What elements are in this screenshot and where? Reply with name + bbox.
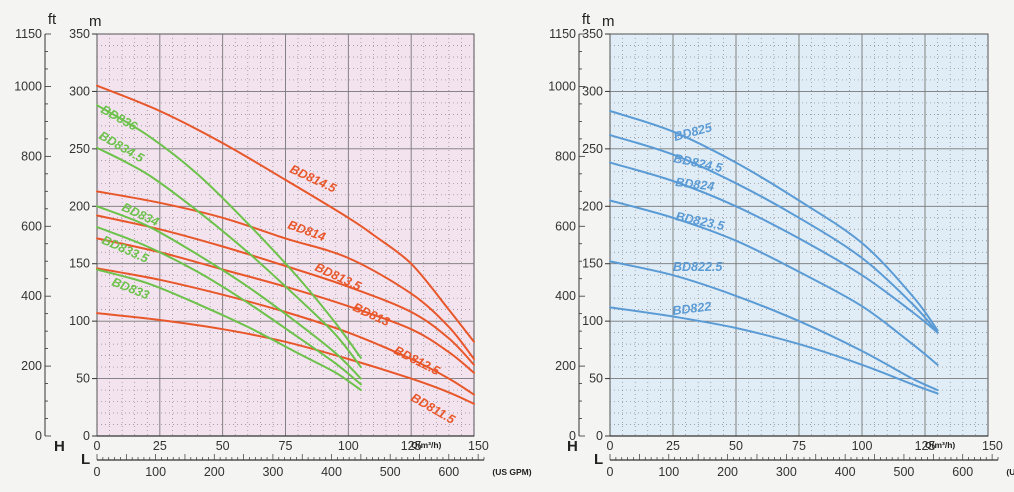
m-axis-tick-label: 200 bbox=[69, 199, 90, 213]
series-line-bd824 bbox=[609, 161, 939, 334]
gpm-axis-tick-label: 100 bbox=[145, 465, 166, 479]
m-axis-tick-label: 350 bbox=[582, 27, 603, 41]
q-axis-unit: Q(m³/h) bbox=[925, 440, 955, 450]
series-line-bd823-5 bbox=[609, 199, 939, 366]
m-axis-tick-label: 250 bbox=[69, 142, 90, 156]
series-line-bd814-5 bbox=[96, 84, 475, 343]
q-axis-tick-label: 25 bbox=[153, 439, 167, 453]
m-axis-tick-label: 50 bbox=[76, 372, 90, 386]
ft-axis-tick-label: 1000 bbox=[14, 79, 42, 93]
m-axis-unit: m bbox=[602, 13, 615, 30]
series-label-bd824: BD824 bbox=[675, 175, 715, 194]
series-line-bd822-5 bbox=[609, 260, 939, 392]
m-axis-tick-label: 0 bbox=[596, 429, 603, 443]
ft-axis-tick-label: 400 bbox=[21, 289, 42, 303]
gpm-axis-label: L bbox=[594, 451, 603, 468]
m-axis-tick-label: 150 bbox=[69, 257, 90, 271]
q-axis-label: H bbox=[567, 438, 578, 455]
m-axis-tick-label: 0 bbox=[83, 429, 90, 443]
m-axis-tick-label: 300 bbox=[582, 84, 603, 98]
q-axis-tick-label: 75 bbox=[792, 439, 806, 453]
ft-axis-tick-label: 1150 bbox=[15, 27, 42, 41]
ft-axis-tick-label: 200 bbox=[21, 359, 42, 373]
series-line-bd812-5 bbox=[96, 267, 475, 396]
series-line-bd834 bbox=[96, 205, 362, 380]
q-axis-tick-label: 0 bbox=[94, 439, 101, 453]
chart-panel-2: 050100150200250300350m020040060080010001… bbox=[548, 11, 1014, 479]
series-line-bd833 bbox=[96, 268, 362, 392]
m-axis-tick-label: 250 bbox=[582, 142, 603, 156]
q-axis-tick-label: 150 bbox=[982, 439, 1003, 453]
gpm-axis-tick-label: 0 bbox=[607, 465, 614, 479]
gpm-axis-tick-label: 0 bbox=[94, 465, 101, 479]
m-axis-tick-label: 100 bbox=[582, 314, 603, 328]
m-axis-tick-label: 100 bbox=[69, 314, 90, 328]
ft-axis-tick-label: 1000 bbox=[548, 79, 576, 93]
ft-axis-tick-label: 1150 bbox=[549, 27, 576, 41]
q-axis-tick-label: 50 bbox=[729, 439, 743, 453]
ft-axis-tick-label: 600 bbox=[555, 219, 576, 233]
q-axis-tick-label: 75 bbox=[279, 439, 293, 453]
ft-axis-tick-label: 0 bbox=[569, 429, 576, 443]
m-axis-tick-label: 50 bbox=[589, 372, 603, 386]
series-line-bd836 bbox=[96, 104, 362, 359]
series-line-bd813-5 bbox=[96, 214, 475, 366]
series-line-bd825 bbox=[609, 110, 939, 332]
gpm-axis-tick-label: 600 bbox=[952, 465, 973, 479]
m-axis-tick-label: 300 bbox=[69, 84, 90, 98]
gpm-axis-tick-label: 600 bbox=[438, 465, 459, 479]
q-axis-tick-label: 0 bbox=[607, 439, 614, 453]
ft-axis-tick-label: 200 bbox=[555, 359, 576, 373]
series-label-bd822: BD822 bbox=[672, 299, 712, 318]
series-line-bd814 bbox=[96, 190, 475, 360]
series-line-bd824-5 bbox=[609, 134, 939, 334]
m-axis-tick-label: 200 bbox=[582, 199, 603, 213]
series-line-bd822 bbox=[609, 306, 939, 395]
ft-axis-unit: ft bbox=[582, 11, 591, 28]
q-axis-tick-label: 50 bbox=[216, 439, 230, 453]
q-axis-label: H bbox=[54, 438, 65, 455]
gpm-axis-tick-label: 400 bbox=[835, 465, 856, 479]
ft-axis-tick-label: 800 bbox=[555, 149, 576, 163]
gpm-axis-tick-label: 100 bbox=[658, 465, 679, 479]
gpm-axis-label: L bbox=[81, 451, 90, 468]
gpm-axis-tick-label: 300 bbox=[776, 465, 797, 479]
gpm-axis-tick-label: 300 bbox=[262, 465, 283, 479]
ft-axis-tick-label: 400 bbox=[555, 289, 576, 303]
q-axis-tick-label: 125 bbox=[401, 439, 422, 453]
gpm-axis-unit: (US GPM) bbox=[1006, 467, 1014, 477]
gpm-axis-unit: (US GPM) bbox=[492, 467, 531, 477]
q-axis-tick-label: 100 bbox=[852, 439, 873, 453]
series-label-bd822-5: BD822.5 bbox=[673, 260, 723, 274]
series-line-bd833-5 bbox=[96, 226, 362, 386]
gpm-axis-tick-label: 500 bbox=[380, 465, 401, 479]
q-axis-tick-label: 25 bbox=[666, 439, 680, 453]
chart-panel-1: 050100150200250300350m020040060080010001… bbox=[14, 11, 532, 479]
q-axis-tick-label: 100 bbox=[338, 439, 359, 453]
ft-axis-tick-label: 600 bbox=[21, 219, 42, 233]
q-axis-tick-label: 150 bbox=[468, 439, 489, 453]
m-axis-tick-label: 350 bbox=[69, 27, 90, 41]
ft-axis-tick-label: 0 bbox=[35, 429, 42, 443]
m-axis-tick-label: 150 bbox=[582, 257, 603, 271]
gpm-axis-tick-label: 200 bbox=[204, 465, 225, 479]
gpm-axis-tick-label: 200 bbox=[717, 465, 738, 479]
m-axis-unit: m bbox=[89, 13, 102, 30]
series-line-bd834-5 bbox=[96, 146, 362, 369]
ft-axis-tick-label: 800 bbox=[21, 149, 42, 163]
ft-axis-unit: ft bbox=[48, 11, 57, 28]
gpm-axis-tick-label: 400 bbox=[321, 465, 342, 479]
q-axis-tick-label: 125 bbox=[915, 439, 936, 453]
q-axis-unit: Q(m³/h) bbox=[411, 440, 441, 450]
gpm-axis-tick-label: 500 bbox=[894, 465, 915, 479]
